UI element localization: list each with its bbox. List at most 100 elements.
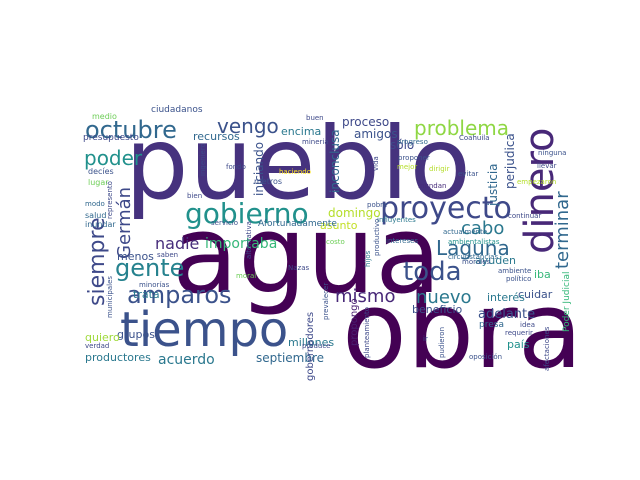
word-gobierno: gobierno [185, 197, 309, 230]
word-adelante: adelante [478, 307, 536, 322]
word-cloud: pueblo agua obra tiempo dinero proyecto … [80, 96, 577, 383]
word-ambientalistas: ambientalistas [448, 238, 500, 246]
word-grupos: grupos [117, 328, 155, 341]
word-trata: trata [133, 288, 160, 301]
word-gente: gente [115, 254, 185, 282]
word-salud: salud [85, 211, 107, 220]
word-tiempo: tiempo [120, 302, 289, 358]
word-ninguna: ninguna [538, 149, 567, 157]
word-poder: poder [84, 146, 143, 170]
word-proponer: proponer [398, 154, 430, 162]
word-pueblo: pueblo [125, 105, 472, 222]
word-requerir: requerir [505, 329, 533, 337]
word-pudieron: pudieron [438, 326, 446, 358]
word-haciendo: haciendo [279, 168, 311, 176]
word-vida: vida [372, 156, 380, 171]
word-obra: obra [342, 269, 577, 384]
word-politico: político [506, 275, 532, 283]
word-inconclusa: inconclusa [328, 129, 342, 193]
word-prevalecer: prevalecer [322, 282, 330, 320]
word-justicia: justicia [486, 163, 500, 206]
word-agua: agua [172, 193, 442, 318]
word-ambiente: ambiente [498, 267, 532, 275]
word-proyecto: proyecto [380, 191, 512, 226]
word-german: Germán [114, 186, 135, 259]
word-presa: presa [479, 320, 504, 330]
word-buen: buen [306, 114, 324, 122]
word-terminar: terminar [552, 191, 573, 269]
word-toda: toda [403, 257, 462, 287]
word-continuar: continuar [508, 212, 542, 220]
word-quiero: quiero [85, 331, 120, 344]
word-metros: metros [254, 177, 283, 186]
word-encima: encima [281, 125, 322, 138]
word-ingeniero: ingeniero [199, 143, 207, 176]
word-afectaciones: afectaciones [543, 326, 551, 371]
word-domingo: domingo [328, 206, 381, 220]
word-costo: costo [326, 238, 345, 246]
word-inundar: inundar [85, 220, 116, 229]
word-poder-judicial: Poder Judicial [562, 271, 572, 332]
word-actualmente: actualmente [443, 228, 488, 236]
word-influyentes: influyentes [377, 216, 416, 224]
word-pais: país [507, 338, 530, 351]
word-inundan: inundan [418, 182, 447, 190]
word-mejor: mejor [397, 163, 418, 171]
word-represento: representó [106, 181, 114, 219]
word-menos: menos [117, 250, 154, 263]
word-morales: morales [462, 258, 491, 266]
word-bien: bien [187, 192, 203, 200]
word-fondo: fondo [226, 163, 246, 171]
word-verdad: verdad [85, 342, 110, 350]
word-produce: produce [302, 342, 331, 350]
word-progreso: progreso [397, 138, 428, 146]
word-iba: iba [534, 268, 551, 281]
word-moral: moral [236, 272, 257, 280]
word-proceso: proceso [342, 115, 390, 129]
word-nadie: nadie [155, 234, 200, 253]
word-cuidar: cuidar [518, 288, 553, 301]
word-amparos: amparos [127, 281, 232, 309]
word-recursos: recursos [193, 130, 240, 143]
word-vengo: vengo [217, 114, 279, 138]
word-afortunadamente: Afortunadamente [258, 219, 337, 229]
word-empezaron: empezaron [517, 178, 557, 186]
word-servicio: servicio [211, 219, 238, 227]
word-hijos: hijos [364, 250, 372, 267]
word-saben: saben [157, 251, 179, 259]
word-propongo: propongo [349, 298, 360, 346]
word-productivo: productivo [373, 218, 381, 256]
word-asunto: asunto [320, 219, 358, 232]
word-dirigir: dirigir [429, 165, 450, 173]
word-problema: problema [414, 116, 510, 140]
word-mismo: mismo [335, 286, 396, 307]
word-lugar: lugar [88, 178, 109, 187]
word-ciudadanos: ciudadanos [151, 105, 203, 115]
word-perjudica: perjudica [503, 133, 517, 189]
word-circunstancias: circunstancias [448, 253, 499, 261]
word-nuevo: nuevo [416, 287, 472, 308]
word-iniciando: iniciando [252, 141, 266, 196]
word-millones: millones [288, 336, 335, 349]
word-municipales: municipales [106, 275, 114, 318]
word-beneficio: beneficio [412, 303, 463, 316]
word-productores: productores [85, 351, 151, 364]
word-laguna: Laguna [436, 236, 510, 260]
word-ayuden: ayuden [475, 254, 516, 267]
word-minorias: minorías [139, 281, 170, 289]
word-alternativa: alternativa [245, 221, 253, 259]
word-octubre: octubre [85, 116, 177, 144]
word-evitar: evitar [458, 170, 479, 178]
word-mineria: mineria [302, 138, 329, 146]
word-amigos: amigos [354, 127, 398, 141]
word-presupuesto: presupuesto [83, 133, 139, 143]
word-interes: interés [487, 291, 525, 304]
word-planteamiento: planteamiento [363, 307, 371, 358]
word-intereses: intereses [386, 237, 419, 245]
word-ir: ir [423, 335, 428, 343]
word-solo: sólo [390, 138, 415, 152]
word-decies: decíes [88, 167, 114, 176]
word-pobre: pobre [367, 201, 388, 209]
word-modo: modo [85, 200, 105, 208]
word-nazas: Nazas [288, 264, 310, 272]
